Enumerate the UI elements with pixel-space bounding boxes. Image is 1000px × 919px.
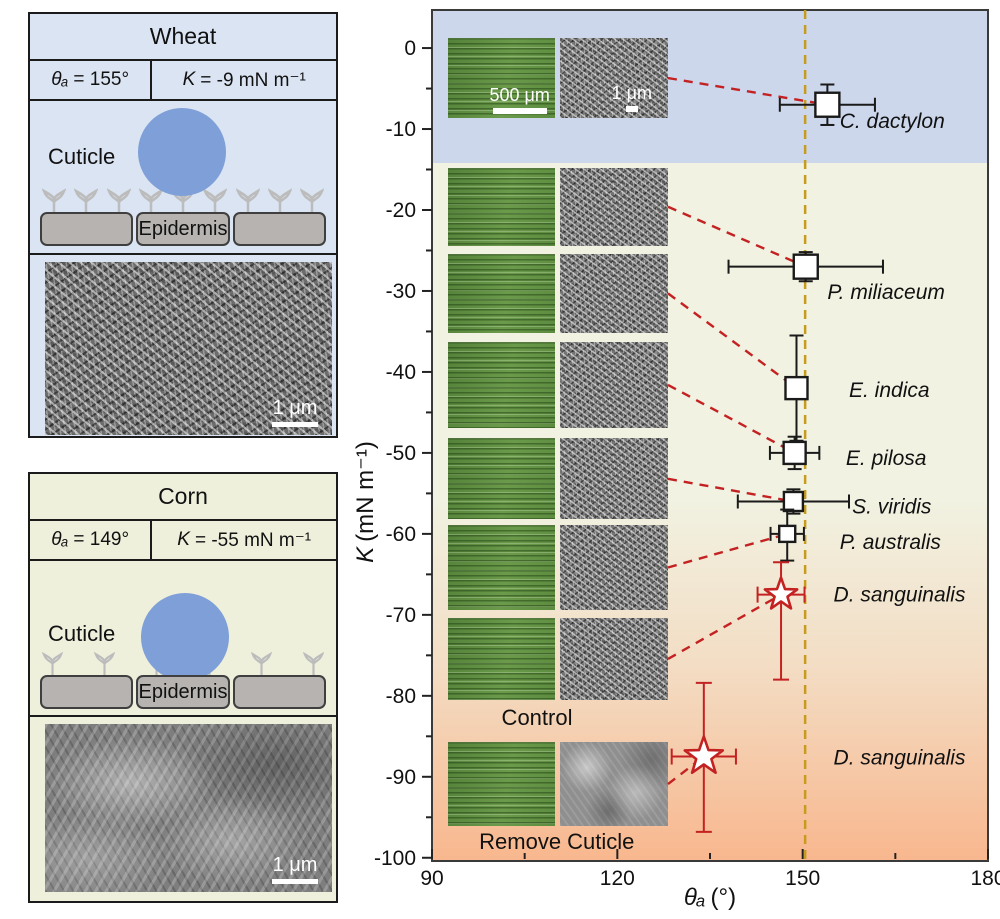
epidermis-cell — [232, 675, 326, 709]
y-tick-label: -40 — [386, 361, 416, 384]
corn-sem-image: 1 μm — [45, 724, 332, 892]
wheat-values-row: θₐ = 155° K = -9 mN m⁻¹ — [30, 61, 336, 101]
y-tick-label: -100 — [374, 847, 416, 870]
corn-k-value: K = -55 mN m⁻¹ — [152, 521, 336, 559]
scalebar-line — [272, 422, 318, 427]
treatment-caption: Control — [501, 705, 573, 731]
corn-schematic: Cuticle Epidermis — [30, 561, 336, 715]
inset-sem-photo — [559, 438, 668, 520]
corn-values-row: θₐ = 149° K = -55 mN m⁻¹ — [30, 521, 336, 561]
wax-sprout-icon — [235, 185, 260, 215]
corn-panel-title: Corn — [30, 474, 336, 521]
inset-leaf-photo: 500 μm — [448, 38, 555, 118]
wheat-panel-title: Wheat — [30, 14, 336, 61]
theta-symbol: θₐ — [51, 529, 69, 550]
wheat-panel: Wheat θₐ = 155° K = -9 mN m⁻¹ Cuticle Ep… — [28, 12, 338, 438]
y-tick-label: -80 — [386, 685, 416, 708]
wheat-contact-angle: θₐ = 155° — [30, 61, 153, 99]
wheat-schematic: Cuticle Epidermis — [30, 101, 336, 255]
wax-sprout-icon — [300, 185, 324, 215]
y-tick-label: 0 — [404, 37, 416, 60]
corn-contact-angle: θₐ = 149° — [30, 521, 153, 559]
theta-value: = 149° — [73, 529, 130, 550]
y-tick-label: -70 — [386, 604, 416, 627]
epidermis-cell — [40, 212, 134, 246]
inset-sem-photo — [559, 524, 668, 610]
inset-sem-photo — [559, 167, 668, 246]
y-tick-label: -60 — [386, 523, 416, 546]
corn-panel: Corn θₐ = 149° K = -55 mN m⁻¹ Cuticle Ep… — [28, 472, 338, 903]
inset-sem-photo — [559, 741, 668, 827]
plot-area: 500 μm 1 μm Control Remove Cuticle — [432, 10, 988, 861]
inset-sem-photo — [559, 253, 668, 334]
y-tick-label: -30 — [386, 280, 416, 303]
panel-divider — [30, 715, 336, 717]
k-value: = -55 mN m⁻¹ — [194, 529, 312, 551]
inset-leaf-photo — [448, 524, 555, 610]
epidermis-row: Epidermis — [40, 212, 326, 246]
theta-symbol: θₐ — [51, 69, 69, 90]
epidermis-cell-labeled: Epidermis — [136, 675, 230, 709]
epidermis-cell — [40, 675, 134, 709]
cuticle-label: Cuticle — [48, 621, 116, 646]
inset-leaf-photo — [448, 438, 555, 520]
wax-sprout-icon — [74, 185, 99, 215]
inset-sem-photo: 1 μm — [559, 38, 668, 118]
wax-sprout-icon — [106, 185, 131, 215]
wax-sprout-icon — [250, 649, 272, 677]
scalebar-line — [272, 879, 318, 884]
wax-sprout-icon — [42, 649, 63, 677]
inset-leaf-photo — [448, 618, 555, 700]
inset-leaf-photo — [448, 253, 555, 334]
epidermis-row: Epidermis — [40, 675, 326, 709]
optical-scalebar: 500 μm — [490, 85, 550, 114]
inset-sem-photo — [559, 341, 668, 428]
y-tick-label: -90 — [386, 766, 416, 789]
k-symbol: K — [182, 69, 196, 90]
epidermis-label: Epidermis — [138, 680, 228, 703]
y-tick-label: -10 — [386, 118, 416, 141]
epidermis-label: Epidermis — [138, 217, 228, 240]
inset-leaf-photo — [448, 167, 555, 246]
wax-sprout-icon — [203, 185, 228, 215]
wax-sprout-icon — [302, 649, 324, 677]
sem-scalebar: 1 μm — [272, 855, 318, 884]
inset-sem-photo — [559, 618, 668, 700]
inset-leaf-photo — [448, 341, 555, 428]
y-axis-title: K(mN m⁻¹) — [352, 441, 379, 563]
y-tick-label: -20 — [386, 199, 416, 222]
k-value: = -9 mN m⁻¹ — [200, 69, 306, 91]
wax-sprout-icon — [94, 649, 116, 677]
panel-divider — [30, 253, 336, 255]
epidermis-cell-labeled: Epidermis — [136, 212, 230, 246]
k-symbol: K — [177, 529, 190, 550]
inset-leaf-photo — [448, 741, 555, 827]
sem-scalebar: 1 μm — [272, 398, 318, 427]
theta-value: = 155° — [73, 69, 130, 90]
wax-sprout-icon — [267, 185, 292, 215]
cuticle-label: Cuticle — [48, 144, 116, 169]
wax-sprout-icon — [42, 185, 66, 215]
sem-scalebar: 1 μm — [612, 83, 652, 112]
x-axis-title: θₐ (°) — [683, 884, 737, 911]
wheat-sem-image: 1 μm — [45, 262, 332, 435]
wheat-k-value: K = -9 mN m⁻¹ — [152, 61, 336, 99]
water-droplet-icon — [138, 108, 226, 196]
water-droplet-icon — [141, 593, 229, 681]
y-tick-label: -50 — [386, 442, 416, 465]
treatment-caption: Remove Cuticle — [479, 828, 635, 854]
epidermis-cell — [232, 212, 326, 246]
